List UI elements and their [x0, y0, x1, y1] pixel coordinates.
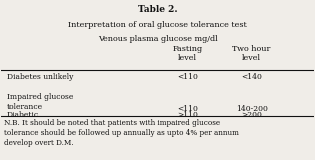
Text: Diabetic: Diabetic — [7, 111, 39, 119]
Text: 140-200: 140-200 — [236, 105, 267, 113]
Text: Two hour
level: Two hour level — [232, 45, 271, 62]
Text: >110: >110 — [177, 111, 198, 119]
Text: Impaired glucose
tolerance: Impaired glucose tolerance — [7, 93, 73, 111]
Text: <110: <110 — [177, 105, 198, 113]
Text: Venous plasma glucose mg/dl: Venous plasma glucose mg/dl — [98, 35, 217, 43]
Text: Fasting
level: Fasting level — [172, 45, 202, 62]
Text: Table 2.: Table 2. — [138, 5, 177, 14]
Text: Interpretation of oral glucose tolerance test: Interpretation of oral glucose tolerance… — [68, 20, 247, 28]
Text: >200: >200 — [241, 111, 262, 119]
Text: Diabetes unlikely: Diabetes unlikely — [7, 73, 73, 81]
Text: <110: <110 — [177, 73, 198, 81]
Text: N.B. It should be noted that patients with impaired glucose
tolerance should be : N.B. It should be noted that patients wi… — [4, 119, 239, 147]
Text: <140: <140 — [241, 73, 262, 81]
